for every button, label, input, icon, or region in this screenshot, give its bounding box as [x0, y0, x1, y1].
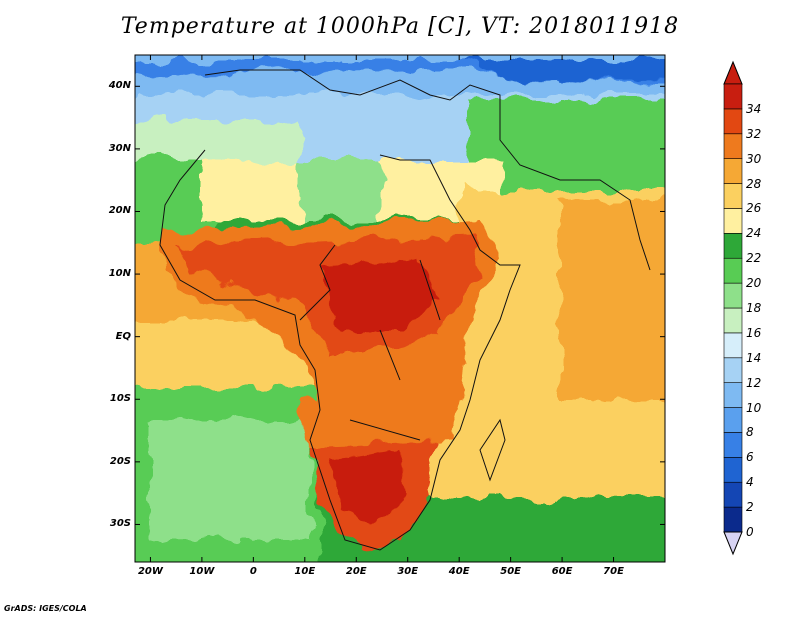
colorbar-swatch: [723, 332, 743, 359]
colorbar-tick-label: 8: [746, 425, 754, 440]
colorbar-tick-label: 6: [746, 450, 754, 465]
colorbar-tick-label: 28: [746, 176, 762, 191]
colorbar-swatch: [723, 133, 743, 159]
temperature-field: [135, 55, 665, 562]
colorbar-min-arrow: [723, 531, 743, 556]
colorbar-swatch: [723, 208, 743, 234]
colorbar-swatch: [723, 307, 743, 334]
colorbar-tick-label: 22: [746, 251, 762, 266]
colorbar-tick-label: 34: [746, 101, 762, 116]
lat-tick-label: EQ: [115, 330, 131, 342]
colorbar-tick-label: 18: [746, 301, 762, 315]
colorbar-swatch: [723, 108, 743, 135]
lon-tick-label: 10W: [189, 566, 215, 577]
lon-tick-label: 30E: [397, 566, 419, 577]
colorbar-swatch: [723, 506, 743, 533]
lat-tick-label: 20N: [108, 205, 131, 217]
colorbar-tick-label: 10: [746, 400, 762, 415]
colorbar-tick-label: 4: [746, 475, 754, 490]
colorbar-tick-label: 14: [746, 350, 762, 365]
lon-tick-label: 10E: [294, 566, 316, 577]
colorbar-swatch: [723, 382, 743, 408]
colorbar-swatch: [723, 357, 743, 383]
colorbar-tick-label: 24: [746, 226, 762, 241]
colorbar-swatch: [723, 158, 743, 184]
lon-tick-label: 20E: [345, 566, 367, 577]
colorbar-tick-label: 26: [746, 201, 762, 216]
colorbar-tick-label: 32: [746, 126, 762, 141]
lon-tick-label: 20W: [137, 566, 163, 577]
colorbar-swatch: [723, 432, 743, 458]
colorbar-swatch: [723, 233, 743, 259]
credit-text: GrADS: IGES/COLA: [4, 604, 87, 613]
lat-tick-label: 30S: [109, 518, 131, 530]
lon-tick-label: 0: [249, 566, 257, 577]
lat-tick-label: 20S: [109, 455, 131, 467]
colorbar-swatch: [723, 407, 743, 433]
colorbar-max-arrow: [723, 60, 743, 85]
colorbar-tick-label: 12: [746, 375, 762, 390]
lat-tick-label: 10S: [109, 393, 131, 405]
colorbar: [723, 60, 743, 556]
colorbar-tick-label: 30: [746, 151, 762, 166]
colorbar-swatch: [723, 282, 743, 309]
lon-tick-label: 70E: [603, 566, 624, 577]
lat-tick-label: 40N: [108, 80, 131, 92]
coastlines: [159, 69, 651, 551]
lon-tick-label: 40E: [448, 566, 470, 577]
colorbar-swatch: [723, 183, 743, 209]
lat-tick-label: 30N: [108, 142, 131, 154]
colorbar-swatch: [723, 457, 743, 483]
lat-tick-label: 10N: [108, 268, 131, 280]
colorbar-tick-label: 20: [746, 276, 762, 291]
colorbar-swatch: [723, 481, 743, 508]
colorbar-tick-label: 2: [746, 500, 754, 515]
colorbar-swatch: [723, 257, 743, 284]
colorbar-tick-label: 16: [746, 325, 762, 340]
lon-tick-label: 60E: [551, 566, 573, 577]
colorbar-tick-label: 0: [746, 525, 754, 539]
colorbar-swatch: [723, 83, 743, 110]
lon-tick-label: 50E: [500, 566, 521, 577]
chart-title: Temperature at 1000hPa [C], VT: 20180119…: [120, 14, 680, 39]
plot-frame: [134, 54, 666, 563]
